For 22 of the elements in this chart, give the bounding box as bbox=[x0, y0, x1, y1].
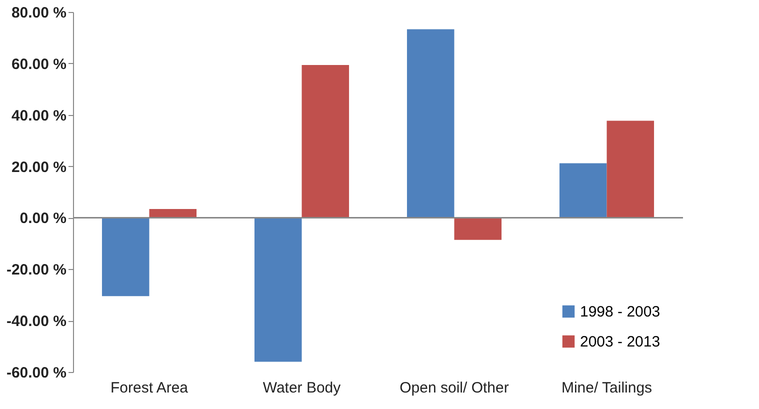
y-tick-label: -40.00 % bbox=[6, 313, 66, 330]
y-tick-label: -20.00 % bbox=[6, 262, 66, 279]
x-tick-label: Open soil/ Other bbox=[400, 380, 509, 396]
bar bbox=[149, 208, 197, 218]
y-tick-label: 40.00 % bbox=[11, 107, 66, 124]
bar bbox=[254, 218, 302, 362]
legend-label: 2003 - 2013 bbox=[580, 334, 660, 350]
y-tick-label: 20.00 % bbox=[11, 158, 66, 176]
x-tick-label: Water Body bbox=[262, 380, 342, 396]
bar bbox=[406, 29, 454, 218]
bar bbox=[302, 64, 350, 218]
y-tick-label: 80.00 % bbox=[11, 4, 66, 22]
y-tick-label: -60.00 % bbox=[6, 364, 66, 382]
y-tick-label: 60.00 % bbox=[11, 56, 66, 73]
x-tick-label: Forest Area bbox=[110, 380, 189, 396]
bar bbox=[606, 120, 654, 218]
x-tick-label: Mine/ Tailings bbox=[561, 380, 652, 396]
bar bbox=[559, 163, 607, 218]
bar bbox=[102, 218, 150, 296]
y-tick-label: 0.00 % bbox=[20, 210, 66, 228]
bar bbox=[454, 218, 502, 240]
legend-label: 1998 - 2003 bbox=[580, 304, 660, 320]
